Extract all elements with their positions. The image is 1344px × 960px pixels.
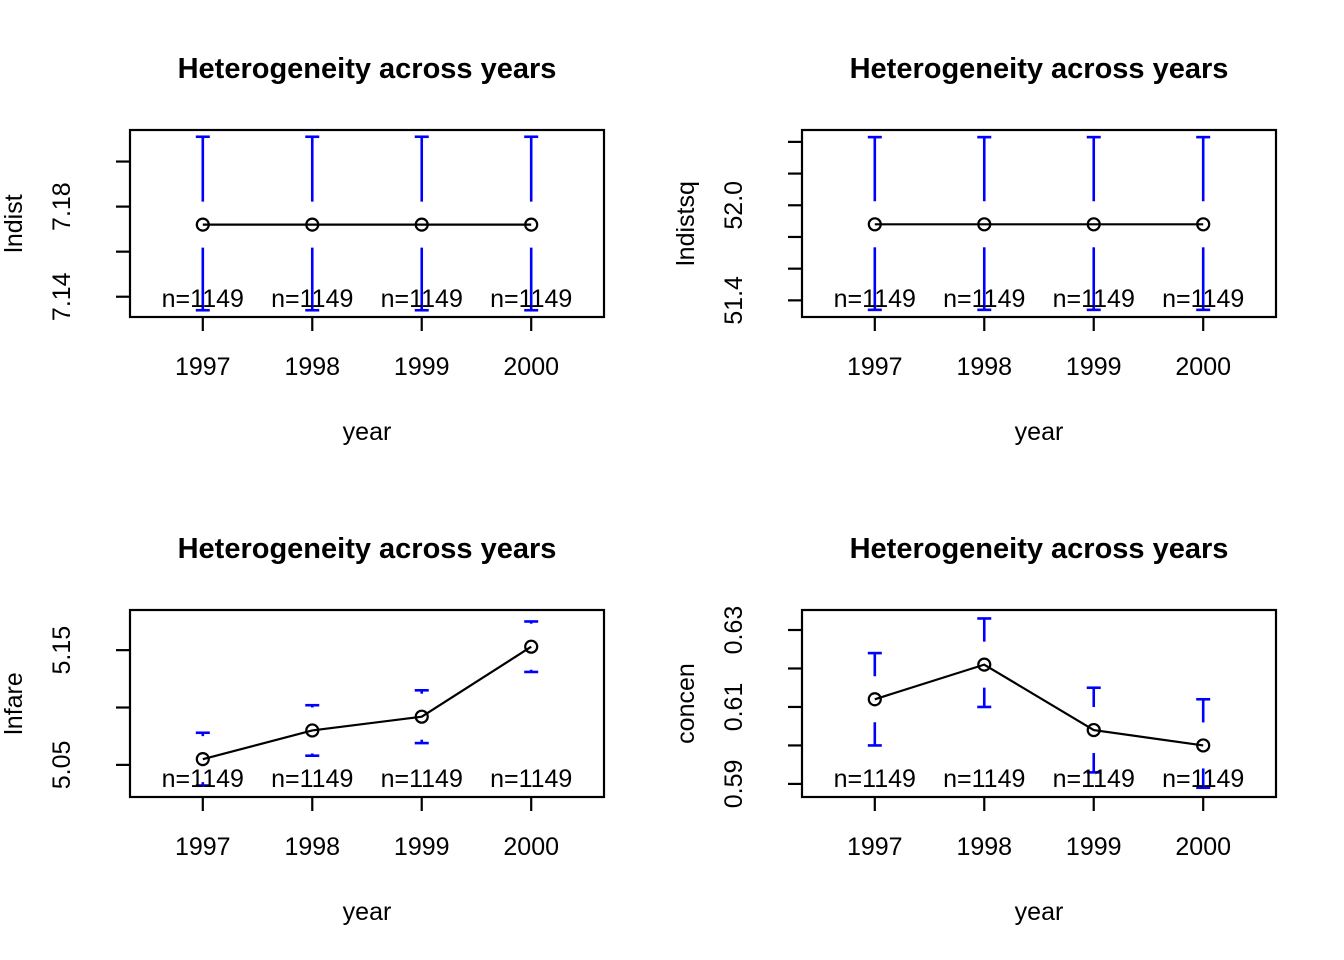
x-tick-label: 1997 [175, 833, 231, 861]
mean-point [524, 217, 539, 232]
x-axis-label: year [343, 418, 392, 446]
x-tick-label: 2000 [1175, 353, 1231, 381]
x-tick-label: 2000 [1175, 833, 1231, 861]
mean-point [1086, 217, 1101, 232]
y-axis-label: lndist [0, 194, 28, 252]
n-label: n=1149 [162, 285, 244, 313]
mean-point [195, 217, 210, 232]
concen-chart: 1997 1998 1999 2000 0.59 0.61 0.63 Heterogeneit… [672, 480, 1344, 960]
x-tick-label: 2000 [503, 353, 559, 381]
mean-point [867, 692, 882, 707]
x-tick-label: 1998 [956, 353, 1012, 381]
panel-concen: 1997 1998 1999 2000 0.59 0.61 0.63 Heterogeneit… [672, 480, 1344, 960]
y-axis-label: lndistsq [672, 181, 700, 266]
x-tick-label: 2000 [503, 833, 559, 861]
x-tick-label: 1999 [394, 353, 450, 381]
x-tick-label: 1997 [175, 353, 231, 381]
x-tick-label: 1999 [1066, 353, 1122, 381]
y-tick-label: 5.05 [48, 741, 76, 790]
mean-point [977, 217, 992, 232]
n-label: n=1149 [943, 285, 1025, 313]
mean-point [195, 752, 210, 767]
y-tick-label: 0.63 [720, 606, 748, 655]
x-tick-label: 1998 [956, 833, 1012, 861]
mean-point [1196, 738, 1211, 753]
x-tick-label: 1998 [284, 833, 340, 861]
mean-point [524, 639, 539, 654]
plot-box [128, 128, 606, 319]
n-label: n=1149 [162, 765, 244, 793]
n-label: n=1149 [1162, 765, 1244, 793]
y-tick-label: 52.0 [720, 181, 748, 230]
n-label: n=1149 [271, 285, 353, 313]
n-label: n=1149 [834, 285, 916, 313]
y-tick-label: 7.14 [48, 272, 76, 321]
n-label: n=1149 [1162, 285, 1244, 313]
y-tick-label: 7.18 [48, 182, 76, 231]
panel-title: Heterogeneity across years [850, 533, 1229, 565]
x-tick-label: 1997 [847, 353, 903, 381]
x-tick-label: 1999 [394, 833, 450, 861]
panel-title: Heterogeneity across years [178, 53, 557, 85]
mean-point [305, 217, 320, 232]
y-tick-label: 0.61 [720, 683, 748, 732]
panel-lndistsq: 1997 1998 1999 2000 51.4 52.0 Heterogeneity ac… [672, 0, 1344, 480]
mean-point [867, 217, 882, 232]
x-axis-label: year [1015, 898, 1064, 926]
y-tick-label: 51.4 [720, 276, 748, 325]
mean-point [1086, 722, 1101, 738]
y-axis-label: concen [672, 663, 700, 744]
plot-box [800, 128, 1278, 319]
plot-box [128, 608, 606, 799]
mean-point [305, 723, 320, 738]
n-label: n=1149 [1053, 285, 1135, 313]
series-line [202, 645, 532, 761]
n-label: n=1149 [834, 765, 916, 793]
y-tick-label: 0.59 [720, 760, 748, 809]
mean-point [414, 709, 429, 724]
n-label: n=1149 [271, 765, 353, 793]
x-tick-label: 1998 [284, 353, 340, 381]
x-tick-label: 1997 [847, 833, 903, 861]
x-axis-label: year [1015, 418, 1064, 446]
x-axis-label: year [343, 898, 392, 926]
mean-point [977, 657, 992, 672]
y-tick-label: 5.15 [48, 626, 76, 675]
panel-lnfare: 1997 1998 1999 2000 5.05 5.15 Heterogeneity ac… [0, 480, 672, 960]
n-label: n=1149 [490, 285, 572, 313]
panel-title: Heterogeneity across years [850, 53, 1229, 85]
n-label: n=1149 [490, 765, 572, 793]
y-axis-label: lnfare [0, 672, 28, 735]
plot-box [800, 608, 1278, 799]
x-tick-label: 1999 [1066, 833, 1122, 861]
panel-lndist: 1997 1998 1999 2000 7.14 7.18 Heterogeneity ac… [0, 0, 672, 480]
panel-title: Heterogeneity across years [178, 533, 557, 565]
lnfare-chart: 1997 1998 1999 2000 5.05 5.15 Heterogeneity ac… [0, 480, 672, 960]
lndist-chart: 1997 1998 1999 2000 7.14 7.18 Heterogeneity ac… [0, 0, 672, 480]
n-label: n=1149 [381, 765, 463, 793]
mean-point [1196, 217, 1211, 232]
n-label: n=1149 [943, 765, 1025, 793]
lndistsq-chart: 1997 1998 1999 2000 51.4 52.0 Heterogeneity ac… [672, 0, 1344, 480]
mean-point [414, 217, 429, 232]
n-label: n=1149 [1053, 765, 1135, 793]
series-line [874, 663, 1204, 747]
n-label: n=1149 [381, 285, 463, 313]
